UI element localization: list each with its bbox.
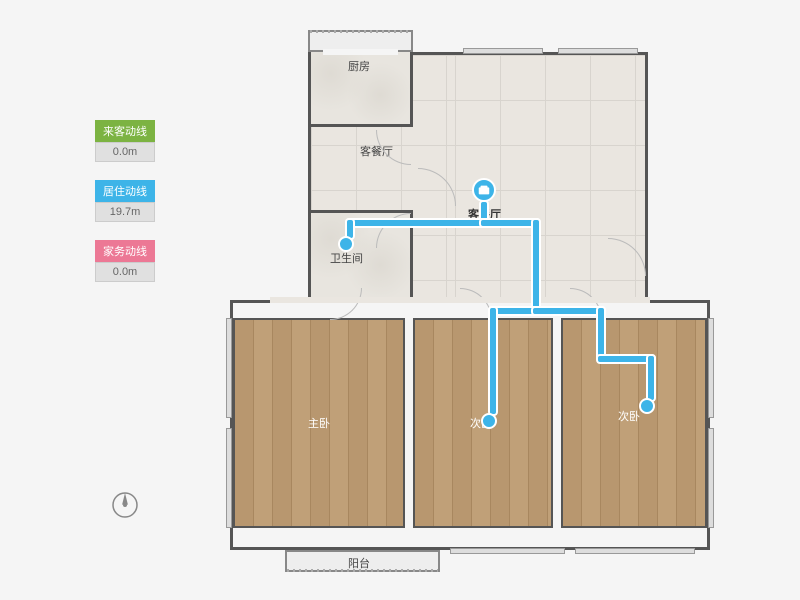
legend-visitor-value: 0.0m: [95, 142, 155, 162]
lower-block: 主卧 次卧 次卧: [230, 300, 710, 550]
upper-block: 厨房 客餐厅 卫生间: [268, 38, 648, 300]
window-top-1: [463, 48, 543, 54]
balcony-label: 阳台: [348, 555, 370, 571]
kitchen-top-opening: [323, 49, 398, 55]
bedroom3-label: 次卧: [618, 408, 640, 424]
kitchen-balcony-rail: [310, 30, 411, 33]
legend-panel: 来客动线 0.0m 居住动线 19.7m 家务动线 0.0m: [95, 120, 155, 300]
legend-living: 居住动线 19.7m: [95, 180, 155, 222]
legend-housework-value: 0.0m: [95, 262, 155, 282]
path-seg-2: [345, 218, 489, 228]
legend-housework: 家务动线 0.0m: [95, 240, 155, 282]
window-right-2: [708, 428, 714, 528]
window-bottom-1: [450, 548, 565, 554]
legend-visitor: 来客动线 0.0m: [95, 120, 155, 162]
door-kitchen: [376, 130, 411, 165]
master-bedroom-label: 主卧: [308, 415, 330, 431]
path-seg-4: [531, 218, 541, 313]
window-top-2: [558, 48, 638, 54]
door-living-inner: [418, 168, 456, 206]
path-seg-6d: [646, 354, 656, 402]
path-end-bathroom: [338, 236, 354, 252]
legend-living-label: 居住动线: [95, 180, 155, 202]
floorplan: 厨房 客餐厅 卫生间 主卧 次卧 次卧: [230, 18, 710, 578]
path-seg-5b: [488, 306, 498, 416]
kitchen-label: 厨房: [348, 58, 370, 74]
bathroom-label: 卫生间: [330, 250, 363, 266]
path-seg-6: [531, 306, 606, 316]
path-end-bed2: [481, 413, 497, 429]
bedroom-hall-opening: [270, 297, 650, 303]
legend-visitor-label: 来客动线: [95, 120, 155, 142]
path-start-icon: [472, 178, 496, 202]
window-bottom-2: [575, 548, 695, 554]
window-right-1: [708, 318, 714, 418]
path-seg-6b: [596, 306, 606, 361]
compass-icon: [110, 490, 140, 520]
window-left-2: [226, 428, 232, 528]
legend-housework-label: 家务动线: [95, 240, 155, 262]
legend-living-value: 19.7m: [95, 202, 155, 222]
window-left-1: [226, 318, 232, 418]
path-end-bed3: [639, 398, 655, 414]
